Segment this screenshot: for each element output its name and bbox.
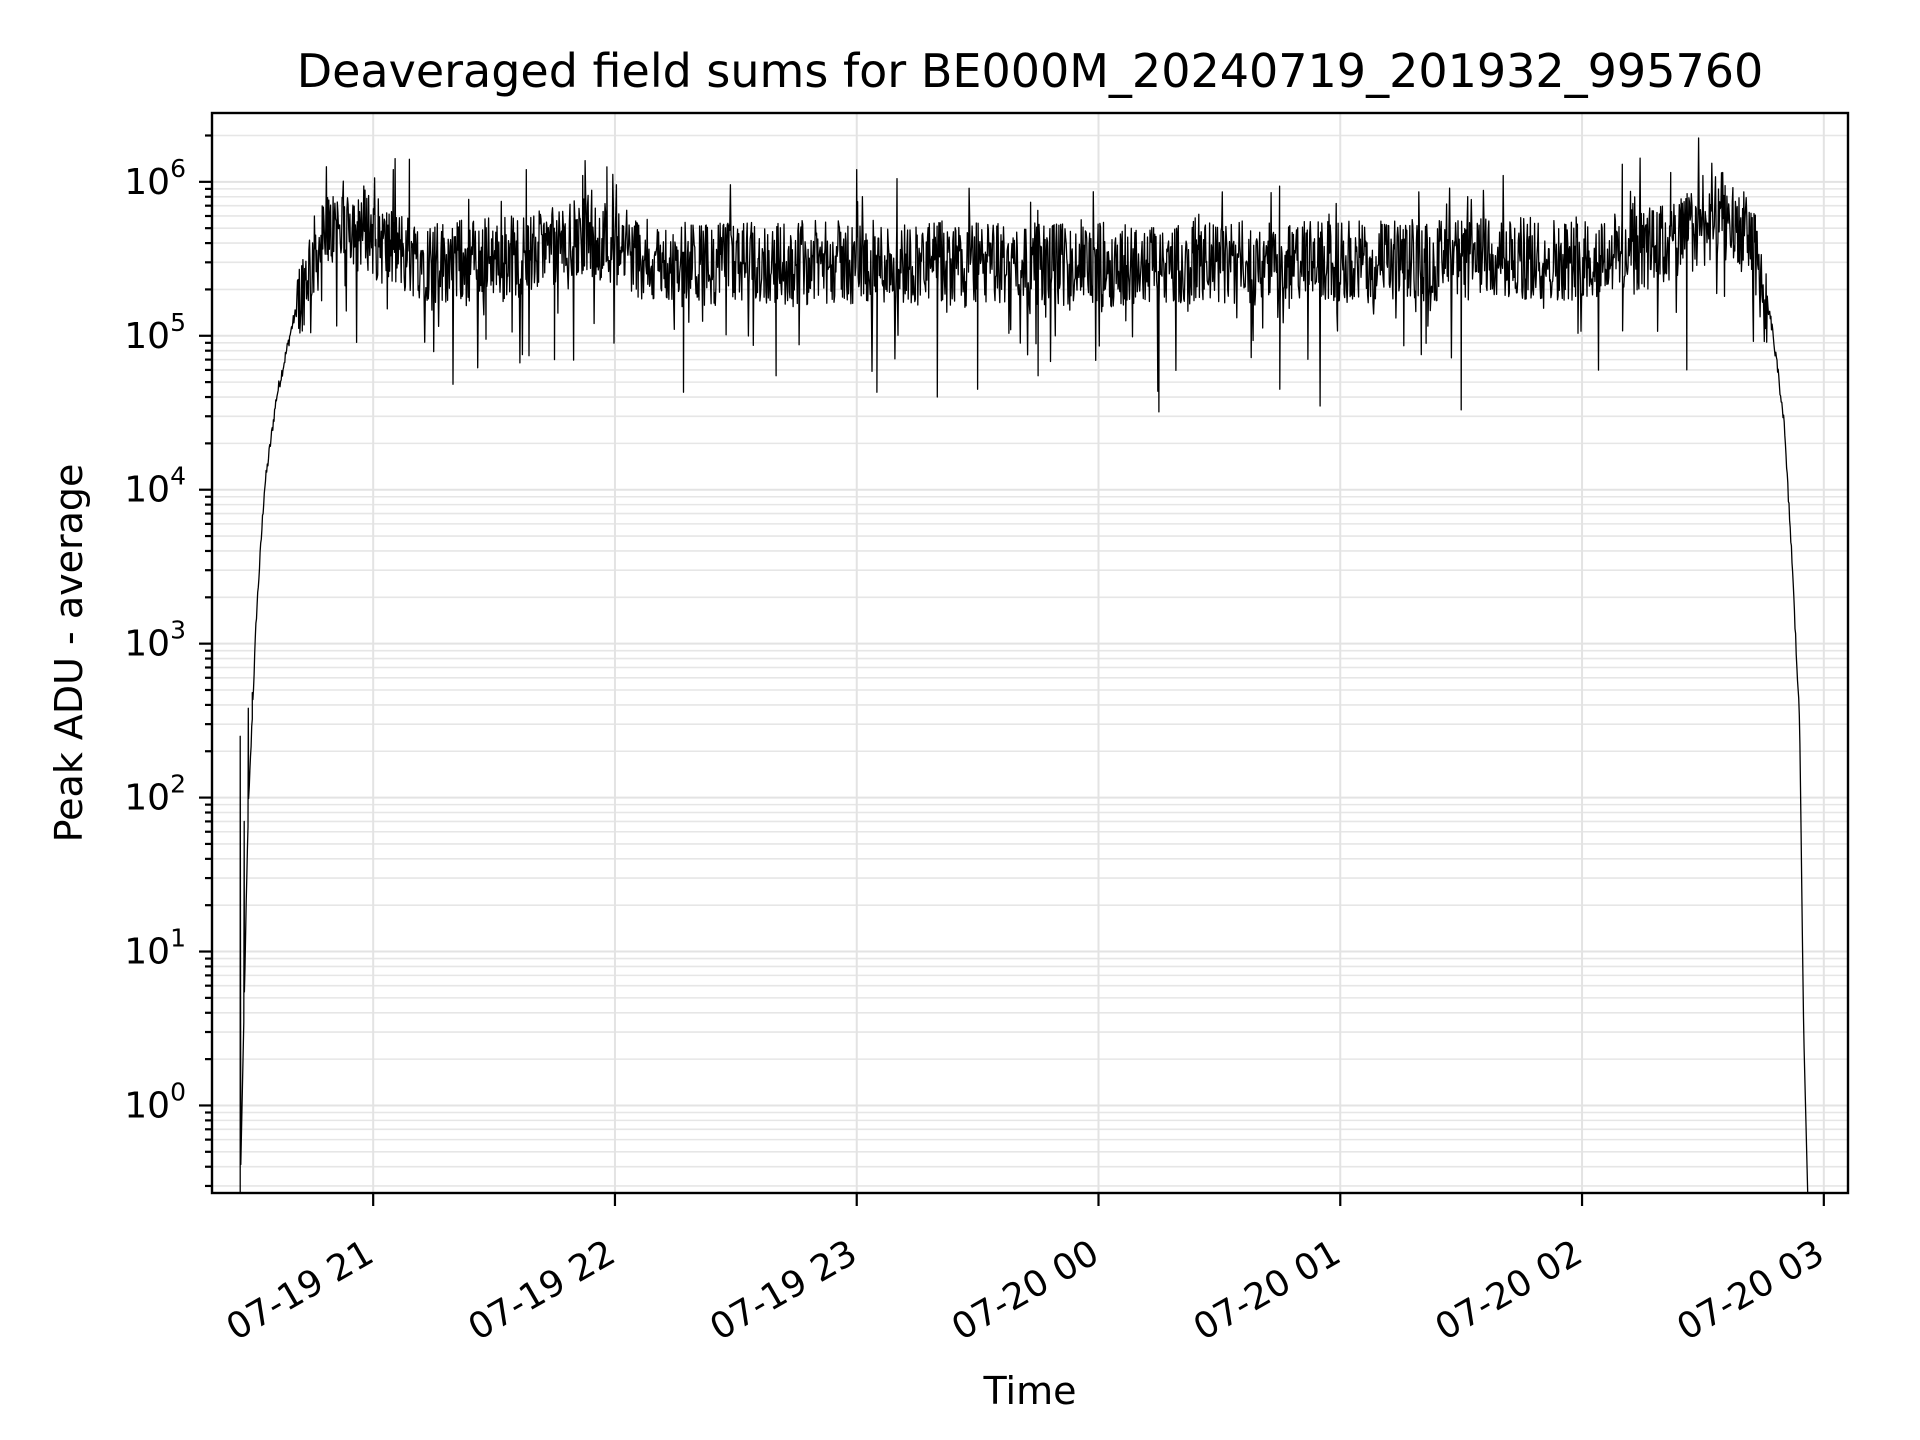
y-tick-label: 104 [124, 462, 186, 511]
y-axis-label: Peak ADU - average [47, 464, 91, 843]
plot-area [239, 137, 1809, 1194]
minor-gridlines [212, 134, 1848, 1187]
y-tick-label: 102 [124, 770, 186, 819]
x-axis-label: Time [983, 1369, 1077, 1413]
y-tick-label: 100 [124, 1077, 186, 1126]
chart-title: Deaveraged field sums for BE000M_2024071… [297, 44, 1764, 98]
y-axis-ticks: 100 101 102 103 104 105 106 [124, 134, 212, 1188]
series-line [239, 137, 1809, 1194]
y-tick-label: 101 [124, 924, 186, 973]
y-tick-label: 103 [124, 616, 186, 665]
axes-frame [210, 111, 1850, 1195]
y-tick-label: 106 [124, 154, 186, 203]
y-tick-label: 105 [124, 308, 186, 357]
